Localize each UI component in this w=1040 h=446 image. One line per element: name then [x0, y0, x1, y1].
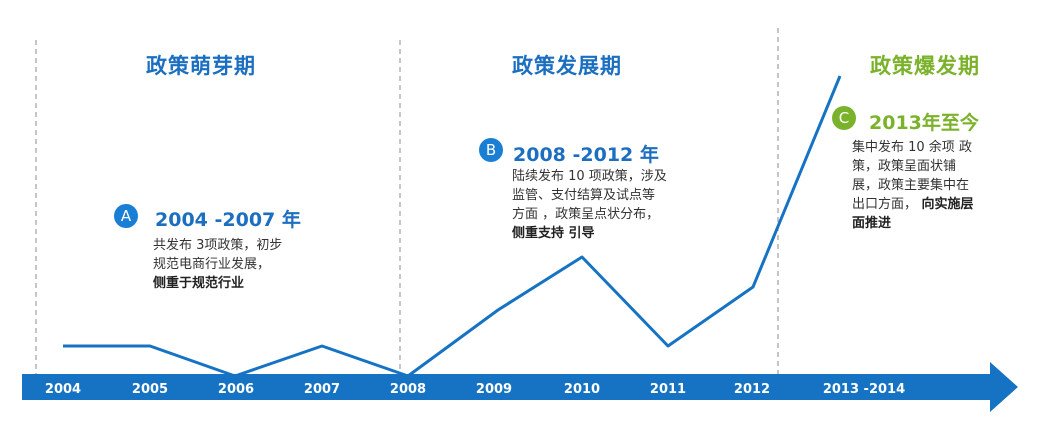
stage-title-a: 2004 -2007 年 — [155, 209, 301, 231]
phase-title-2: 政策发展期 — [512, 54, 622, 78]
axis-label: 2011 — [650, 382, 686, 397]
stage-badge-a: A — [114, 204, 138, 228]
stage-badge-b: B — [479, 138, 503, 162]
axis-label: 2013 -2014 — [823, 382, 905, 397]
stage-title-c: 2013年至今 — [869, 112, 979, 134]
stage-desc-line: 陆续发布 10 项政策，涉及 — [512, 169, 667, 184]
stage-desc-emphasis: 侧重支持 引导 — [512, 226, 595, 241]
stage-desc-line: 展，政策主要集中在 — [852, 178, 970, 193]
axis-label: 2009 — [476, 382, 512, 397]
axis-labels: 2004 2005 2006 2007 2008 2009 2010 2011 2012 2013… — [45, 382, 905, 397]
axis-label: 2004 — [45, 382, 81, 397]
stage-desc-line: 方面 ，政策呈点状分布， — [512, 207, 660, 222]
axis-label: 2012 — [734, 382, 770, 397]
stage-desc-line: 集中发布 10 余项 政 — [852, 140, 972, 155]
phase-title-3: 政策爆发期 — [870, 54, 980, 78]
stage-desc-emphasis: 面推进 — [852, 216, 892, 231]
trend-line — [63, 75, 842, 378]
stage-desc-c: 集中发布 10 余项 政 策，政策呈面状铺 展，政策主要集中在 出口方面， 向实… — [852, 138, 1027, 233]
stage-desc-emphasis: 侧重于规范行业 — [153, 276, 245, 291]
axis-label: 2005 — [132, 382, 168, 397]
axis-label: 2008 — [390, 382, 426, 397]
stage-desc-line: 共发布 3项政策，初步 — [153, 238, 283, 253]
stage-title-b: 2008 -2012 年 — [513, 144, 659, 166]
axis-label: 2007 — [304, 382, 340, 397]
stage-desc-emphasis: 向实施层 — [917, 197, 974, 212]
stage-desc-line: 监管、支付结算及试点等 — [512, 188, 656, 203]
stage-desc-b: 陆续发布 10 项政策，涉及 监管、支付结算及试点等 方面 ，政策呈点状分布， … — [512, 167, 742, 243]
axis-label: 2006 — [218, 382, 254, 397]
timeline-arrow — [22, 362, 1018, 412]
stage-desc-a: 共发布 3项政策，初步 规范电商行业发展， 侧重于规范行业 — [153, 236, 353, 293]
phase-title-1: 政策萌芽期 — [146, 54, 256, 78]
axis-label: 2010 — [564, 382, 600, 397]
stage-desc-line: 出口方面， 向实施层 — [852, 197, 974, 212]
stage-desc-line: 规范电商行业发展， — [153, 257, 271, 272]
stage-badge-c: C — [832, 106, 856, 130]
stage-desc-line: 策，政策呈面状铺 — [852, 159, 957, 174]
